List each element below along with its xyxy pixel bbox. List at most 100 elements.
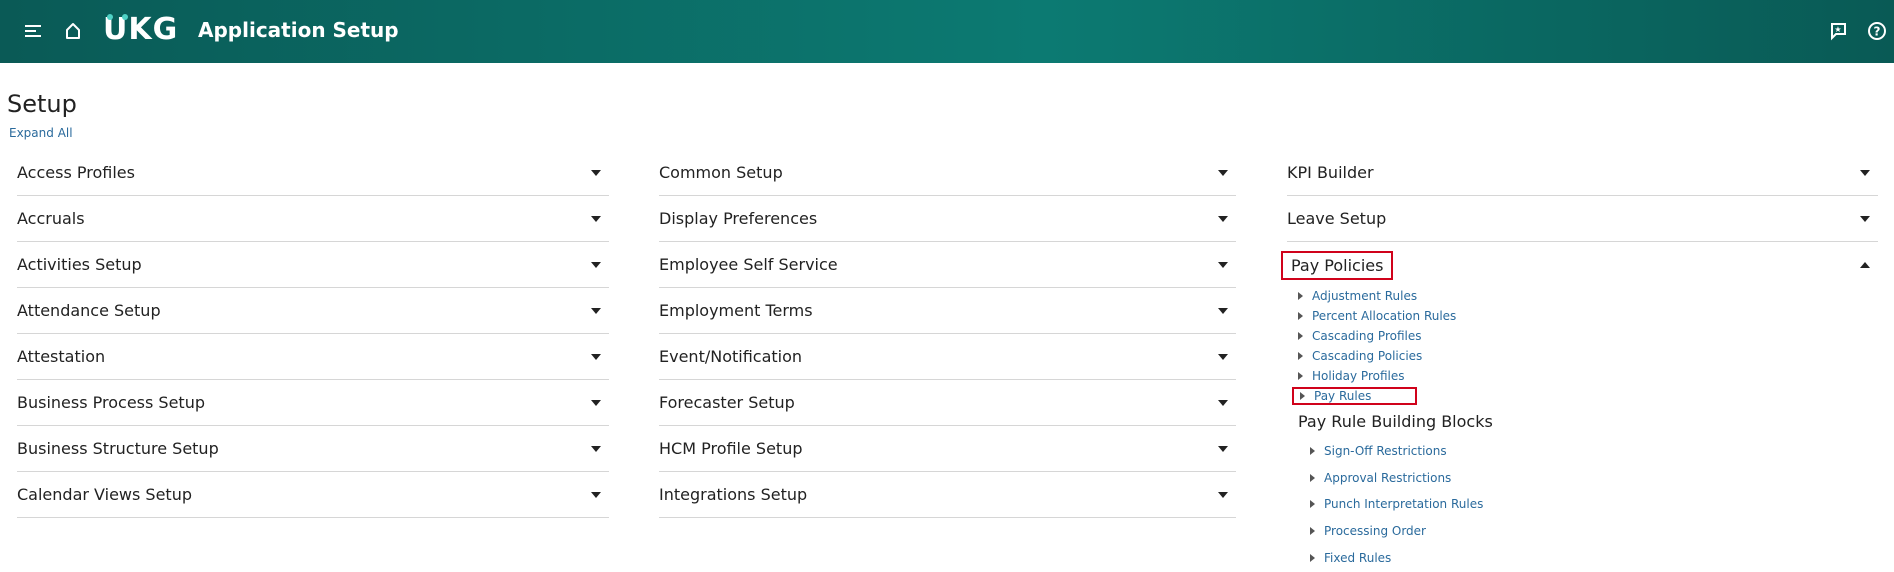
building-blocks-heading: Pay Rule Building Blocks (1298, 412, 1493, 431)
section-label: Forecaster Setup (659, 393, 795, 412)
section-business-process-setup[interactable]: Business Process Setup (17, 380, 609, 426)
section-label: Accruals (17, 209, 85, 228)
link-percent-allocation-rules[interactable]: Percent Allocation Rules (1298, 307, 1456, 325)
triangle-right-icon (1310, 474, 1315, 482)
link-holiday-profiles[interactable]: Holiday Profiles (1298, 367, 1404, 385)
caret-down-icon (1218, 353, 1228, 360)
section-attestation[interactable]: Attestation (17, 334, 609, 380)
app-title: Application Setup (198, 18, 399, 42)
setup-column-1: Access Profiles Accruals Activities Setu… (17, 150, 609, 518)
link-label: Holiday Profiles (1312, 369, 1405, 383)
link-punch-interpretation-rules[interactable]: Punch Interpretation Rules (1310, 495, 1483, 513)
section-kpi-builder[interactable]: KPI Builder (1287, 150, 1878, 196)
top-bar: UKG Application Setup ★ ? (0, 0, 1894, 63)
link-label: Fixed Rules (1324, 551, 1392, 565)
section-label: Common Setup (659, 163, 783, 182)
setup-column-3: KPI Builder Leave Setup Pay Policies (1281, 150, 1878, 288)
triangle-right-icon (1300, 392, 1305, 400)
section-employment-terms[interactable]: Employment Terms (659, 288, 1236, 334)
section-label: Integrations Setup (659, 485, 808, 504)
caret-up-icon (1860, 262, 1870, 268)
link-fixed-rules[interactable]: Fixed Rules (1310, 549, 1391, 567)
section-display-preferences[interactable]: Display Preferences (659, 196, 1236, 242)
section-attendance-setup[interactable]: Attendance Setup (17, 288, 609, 334)
page-title: Setup (7, 90, 77, 118)
section-label: Activities Setup (17, 255, 142, 274)
section-label: Employment Terms (659, 301, 813, 320)
link-sign-off-restrictions[interactable]: Sign-Off Restrictions (1310, 442, 1447, 460)
caret-down-icon (591, 445, 601, 452)
section-business-structure-setup[interactable]: Business Structure Setup (17, 426, 609, 472)
link-label: Approval Restrictions (1324, 471, 1452, 485)
triangle-right-icon (1310, 500, 1315, 508)
triangle-right-icon (1310, 554, 1315, 562)
section-accruals[interactable]: Accruals (17, 196, 609, 242)
caret-down-icon (1218, 445, 1228, 452)
menu-icon[interactable] (22, 19, 46, 43)
caret-down-icon (591, 169, 601, 176)
section-event-notification[interactable]: Event/Notification (659, 334, 1236, 380)
section-hcm-profile-setup[interactable]: HCM Profile Setup (659, 426, 1236, 472)
section-label: Calendar Views Setup (17, 485, 192, 504)
caret-down-icon (591, 307, 601, 314)
section-label: Event/Notification (659, 347, 803, 366)
caret-down-icon (1860, 169, 1870, 176)
link-pay-rules[interactable]: Pay Rules (1292, 387, 1417, 405)
section-integrations-setup[interactable]: Integrations Setup (659, 472, 1236, 518)
link-label: Sign-Off Restrictions (1324, 444, 1447, 458)
link-cascading-policies[interactable]: Cascading Policies (1298, 347, 1422, 365)
help-icon[interactable]: ? (1865, 19, 1889, 43)
ukg-logo: UKG (103, 12, 179, 47)
section-label: Attestation (17, 347, 106, 366)
svg-text:?: ? (1874, 25, 1881, 39)
section-calendar-views-setup[interactable]: Calendar Views Setup (17, 472, 609, 518)
link-label: Cascading Policies (1312, 349, 1423, 363)
home-icon[interactable] (61, 19, 85, 43)
triangle-right-icon (1298, 352, 1303, 360)
caret-down-icon (1218, 399, 1228, 406)
link-label: Cascading Profiles (1312, 329, 1422, 343)
section-label: Pay Policies (1281, 250, 1394, 280)
link-approval-restrictions[interactable]: Approval Restrictions (1310, 469, 1451, 487)
link-label: Processing Order (1324, 524, 1426, 538)
triangle-right-icon (1298, 292, 1303, 300)
caret-down-icon (591, 399, 601, 406)
section-label: Business Structure Setup (17, 439, 219, 458)
section-pay-policies[interactable]: Pay Policies (1281, 242, 1878, 288)
link-label: Adjustment Rules (1312, 289, 1418, 303)
caret-down-icon (591, 261, 601, 268)
section-label: Access Profiles (17, 163, 135, 182)
feedback-icon[interactable]: ★ (1826, 19, 1850, 43)
section-label: Attendance Setup (17, 301, 161, 320)
triangle-right-icon (1310, 527, 1315, 535)
link-label: Punch Interpretation Rules (1324, 497, 1484, 511)
triangle-right-icon (1298, 372, 1303, 380)
link-processing-order[interactable]: Processing Order (1310, 522, 1426, 540)
link-label: Pay Rules (1314, 389, 1372, 403)
caret-down-icon (591, 215, 601, 222)
setup-column-2: Common Setup Display Preferences Employe… (659, 150, 1236, 518)
caret-down-icon (591, 491, 601, 498)
svg-text:★: ★ (1834, 25, 1841, 34)
section-employee-self-service[interactable]: Employee Self Service (659, 242, 1236, 288)
link-cascading-profiles[interactable]: Cascading Profiles (1298, 327, 1422, 345)
section-access-profiles[interactable]: Access Profiles (17, 150, 609, 196)
triangle-right-icon (1298, 312, 1303, 320)
section-label: Leave Setup (1287, 209, 1387, 228)
caret-down-icon (1218, 491, 1228, 498)
caret-down-icon (1218, 307, 1228, 314)
section-label: KPI Builder (1287, 163, 1374, 182)
section-label: Employee Self Service (659, 255, 838, 274)
section-leave-setup[interactable]: Leave Setup (1287, 196, 1878, 242)
triangle-right-icon (1298, 332, 1303, 340)
link-label: Percent Allocation Rules (1312, 309, 1457, 323)
caret-down-icon (591, 353, 601, 360)
caret-down-icon (1218, 215, 1228, 222)
section-activities-setup[interactable]: Activities Setup (17, 242, 609, 288)
section-label: Display Preferences (659, 209, 818, 228)
section-forecaster-setup[interactable]: Forecaster Setup (659, 380, 1236, 426)
expand-all-link[interactable]: Expand All (9, 126, 73, 140)
link-adjustment-rules[interactable]: Adjustment Rules (1298, 287, 1417, 305)
section-common-setup[interactable]: Common Setup (659, 150, 1236, 196)
section-label: Business Process Setup (17, 393, 205, 412)
